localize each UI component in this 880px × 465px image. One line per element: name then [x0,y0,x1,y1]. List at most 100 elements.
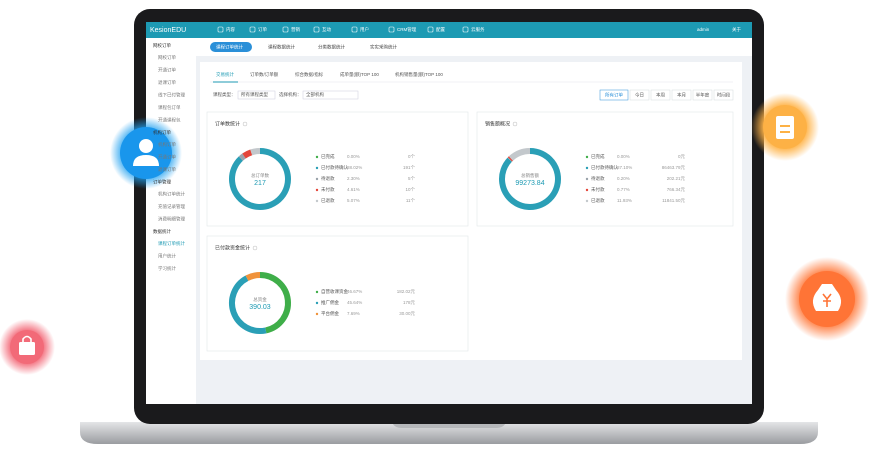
nav-icon [313,26,320,33]
tab[interactable]: 分类数据统计 [318,44,345,51]
tab-bar [196,38,752,56]
tab[interactable]: 课程订单统计 [216,44,243,51]
sidebar-item[interactable]: 退课订单 [158,79,176,86]
subtab[interactable]: 订单数/订单额 [250,71,279,78]
sidebar-item[interactable]: 机构订单 [158,141,176,148]
money-icon-yen [822,293,832,307]
legend-dot [585,177,589,181]
nav-item[interactable]: 云服务 [471,26,485,33]
card [476,111,734,227]
info-icon [242,121,248,127]
legend-dot [315,177,319,181]
legend-dot [585,188,589,192]
donut-segment [507,156,513,162]
subtab[interactable]: 交易统计 [216,71,234,78]
user-name[interactable]: admin [697,27,710,32]
legend-name: 已完成 [591,153,605,160]
donut-center-label: 总订单数 [251,172,269,179]
sidebar-item[interactable]: 消费明细管理 [158,216,185,223]
legend-name: 未付款 [591,186,605,193]
legend-percent: 0.00% [617,154,630,159]
select[interactable] [302,90,359,100]
time-button[interactable] [713,89,734,101]
subtab[interactable]: 机构销售量(额)TOP 100 [395,71,443,78]
nav-icon [217,26,224,33]
donut-segment [259,272,291,334]
donut-center-label: 总销售额 [521,172,539,179]
nav-item[interactable]: 营销 [291,26,300,33]
sidebar-item[interactable]: 退课订单 [158,166,176,173]
donut-segment [238,153,246,161]
legend-dot [585,166,589,170]
sidebar-item[interactable]: 用户统计 [158,253,176,260]
sidebar-group[interactable]: 订单管理 [153,179,171,186]
time-button[interactable] [629,89,650,101]
time-button-label: 所有订单 [605,91,623,98]
sidebar-group[interactable]: 网校订单 [153,42,171,49]
nav-item[interactable]: 配置 [436,27,445,33]
time-button-label: 今日 [635,91,644,98]
legend-name: 推广佣金 [321,299,339,306]
legend-name: 已退款 [321,197,335,204]
legend-value: 0个 [408,154,416,159]
time-button-label: 半年度 [696,91,710,98]
nav-item[interactable]: 订单 [258,26,267,33]
time-button-label: 时间段 [717,91,731,98]
time-button[interactable] [650,89,671,101]
nav-icon [282,26,289,33]
nav-item[interactable]: 互动 [322,26,331,33]
nav-item[interactable]: CRM管理 [397,26,417,33]
time-button[interactable] [599,89,629,101]
sidebar-item[interactable]: 学习统计 [158,265,176,272]
legend-percent: 0.20% [617,176,630,181]
subtab[interactable]: 成单量(额)TOP 100 [340,71,379,78]
legend-name: 待退款 [321,175,335,182]
about-link[interactable]: 关于 [732,26,741,33]
legend-value: 30.00元 [399,311,415,317]
legend-percent: 0.00% [347,154,360,159]
info-icon [512,121,518,127]
sidebar-group[interactable]: 机构订单 [153,129,171,136]
user-icon-body [133,155,159,166]
legend-dot [315,290,319,294]
sidebar-item[interactable]: 线下已付管理 [158,92,185,99]
nav-item[interactable]: 内容 [226,26,235,33]
sidebar-item[interactable]: 机构订单统计 [158,191,185,198]
time-button[interactable] [692,89,713,101]
sidebar-item[interactable]: 课程包订单 [158,104,181,111]
subtab[interactable]: 综合数据/指标 [295,71,324,78]
donut-segment [499,148,561,210]
legend-value: 191个 [403,165,416,170]
time-button[interactable] [671,89,692,101]
legend-name: 已退款 [591,197,605,204]
legend-value: 182.02元 [397,289,416,295]
sidebar-item[interactable]: 开通订单 [158,67,176,74]
nav-item[interactable]: 用户 [360,26,369,33]
sidebar-item[interactable]: 充值记录管理 [158,203,185,210]
sidebar [146,38,196,404]
sidebar-item[interactable]: 网校订单 [158,54,176,61]
info-icon [252,245,258,251]
legend-percent: 88.02% [347,165,362,170]
nav-icon [462,26,469,33]
sidebar-group[interactable]: 数据统计 [153,228,171,235]
donut-total: 99273.84 [515,180,544,187]
legend-value: 10个 [405,187,415,192]
tab[interactable]: 课程数据统计 [268,44,295,51]
brand: KesionEDU [150,27,186,34]
legend-value: 11841.50元 [662,198,685,204]
legend-dot [315,199,319,203]
time-button-label: 本周 [656,91,665,98]
donut-segment [250,148,261,156]
sidebar-item[interactable]: 开通订单 [158,154,176,161]
legend-dot [315,312,319,316]
select[interactable] [237,90,276,100]
legend-name: 未付款 [321,186,335,193]
filter-label: 课程类型： [213,91,236,98]
tab[interactable]: 实实采购统计 [370,44,397,51]
laptop-base [80,422,818,444]
sidebar-item[interactable]: 开通课程包 [158,117,181,124]
donut-total: 390.03 [249,304,271,311]
sidebar-item[interactable]: 课程订单统计 [158,240,185,247]
